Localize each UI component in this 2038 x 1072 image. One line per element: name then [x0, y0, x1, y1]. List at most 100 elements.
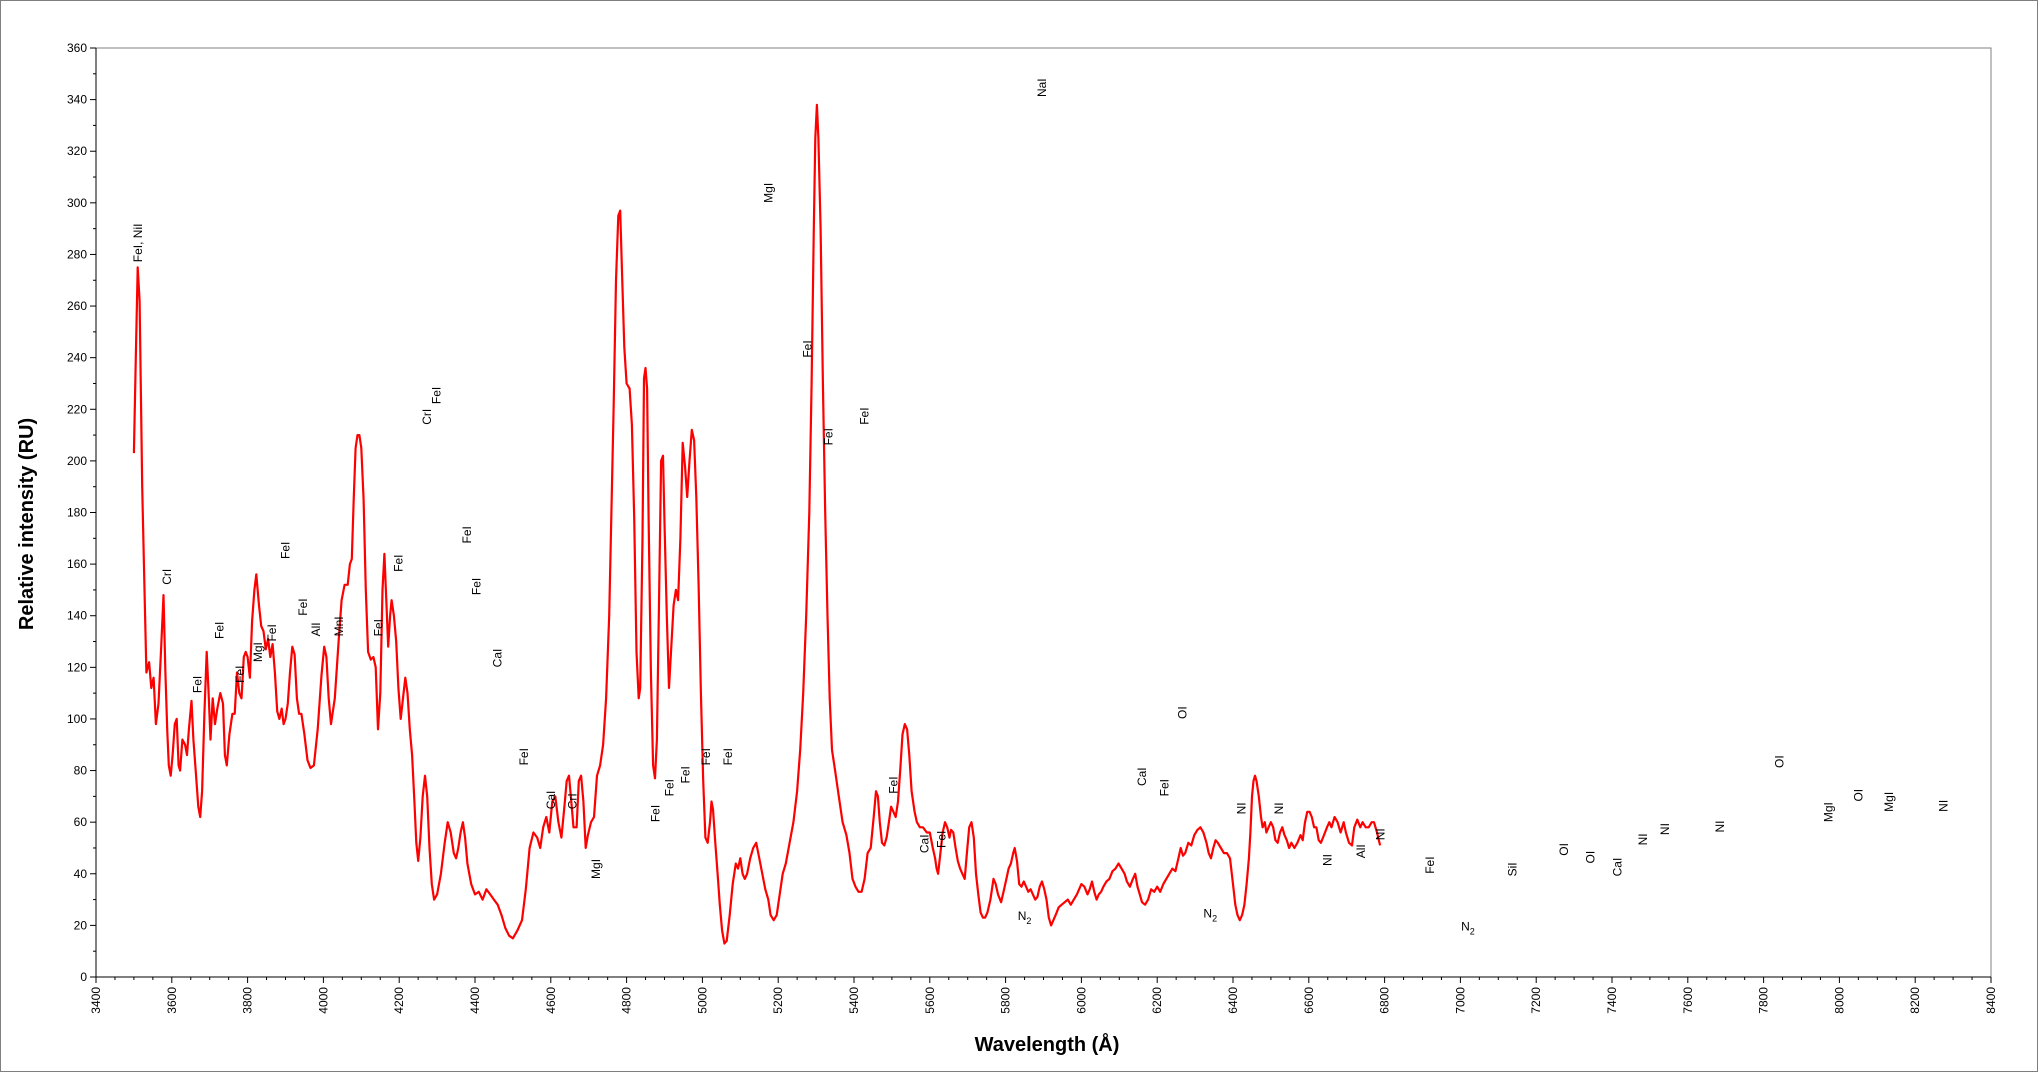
line-label: FeI	[699, 748, 713, 765]
line-label: FeI	[648, 805, 662, 822]
x-tick-label: 6800	[1378, 987, 1392, 1014]
line-label: FeI	[721, 748, 735, 765]
molecular-label: N2	[1203, 907, 1217, 924]
line-label: FeI	[296, 598, 310, 615]
y-tick-label: 300	[67, 196, 87, 210]
line-label: AlI	[1354, 844, 1368, 858]
line-label: FeI	[371, 619, 385, 636]
line-label: FeI	[679, 766, 693, 783]
y-tick-label: 120	[67, 660, 87, 674]
line-label: CaI	[917, 834, 931, 853]
line-label: FeI	[801, 340, 815, 357]
x-tick-label: 6600	[1302, 987, 1316, 1014]
line-label: FeI, NiI	[131, 224, 145, 263]
y-tick-label: 80	[74, 764, 88, 778]
x-tick-label: 4600	[544, 987, 558, 1014]
line-label: MgI	[762, 183, 776, 203]
line-label: CrI	[160, 569, 174, 585]
y-tick-label: 0	[80, 970, 87, 984]
x-tick-label: 4200	[392, 987, 406, 1014]
y-tick-label: 180	[67, 506, 87, 520]
y-tick-label: 20	[74, 918, 88, 932]
line-label: FeI	[212, 622, 226, 639]
line-label: FeI	[265, 624, 279, 641]
x-tick-label: 6200	[1150, 987, 1164, 1014]
x-axis-title: Wavelength (Å)	[975, 1032, 1120, 1056]
y-tick-label: 200	[67, 454, 87, 468]
line-label: CaI	[544, 791, 558, 810]
line-label: NaI	[1035, 78, 1049, 97]
line-label: FeI	[278, 542, 292, 559]
x-tick-label: 5800	[999, 987, 1013, 1014]
spectrum-line	[132, 103, 1382, 945]
y-tick-label: 280	[67, 247, 87, 261]
line-label: SiI	[1506, 862, 1520, 876]
line-label: CaI	[490, 649, 504, 668]
x-tick-label: 5600	[923, 987, 937, 1014]
line-label: NI	[1937, 800, 1951, 812]
line-label: FeI	[858, 407, 872, 424]
y-tick-label: 40	[74, 867, 88, 881]
line-label: FeI	[663, 779, 677, 796]
line-label: OI	[1176, 706, 1190, 719]
line-label: AlI	[309, 622, 323, 636]
plot-area	[95, 47, 1992, 978]
line-label: MgI	[589, 859, 603, 879]
line-label: MgI	[1882, 792, 1896, 812]
x-tick-label: 4000	[316, 987, 330, 1014]
x-tick-label: 7800	[1757, 987, 1771, 1014]
y-tick-label: 340	[67, 93, 87, 107]
line-label: FeI	[517, 748, 531, 765]
x-tick-label: 6000	[1074, 987, 1088, 1014]
x-tick-label: 5000	[695, 987, 709, 1014]
x-tick-label: 7600	[1681, 987, 1695, 1014]
y-tick-label: 260	[67, 299, 87, 313]
x-tick-label: 6400	[1226, 987, 1240, 1014]
line-label: MnI	[332, 616, 346, 636]
line-label: OI	[1557, 843, 1571, 856]
y-tick-label: 60	[74, 815, 88, 829]
y-tick-label: 360	[67, 41, 87, 55]
line-label: NI	[1713, 820, 1727, 832]
series-group	[132, 103, 1382, 945]
line-label: FeI	[233, 665, 247, 682]
line-label: FeI	[1423, 856, 1437, 873]
line-label: FeI	[429, 387, 443, 404]
y-tick-label: 220	[67, 402, 87, 416]
line-label: OI	[1583, 851, 1597, 864]
line-label: FeI	[191, 676, 205, 693]
line-label: NI	[1321, 854, 1335, 866]
x-tick-label: 4400	[468, 987, 482, 1014]
x-tick-label: 3400	[89, 987, 103, 1014]
line-label: FeI	[460, 526, 474, 543]
x-tick-label: 7400	[1605, 987, 1619, 1014]
x-tick-label: 5400	[847, 987, 861, 1014]
line-label: CrI	[566, 793, 580, 809]
line-label: NI	[1234, 802, 1248, 814]
y-tick-label: 320	[67, 144, 87, 158]
line-label: FeI	[934, 831, 948, 848]
x-tick-label: 8400	[1984, 987, 1998, 1014]
line-label: NI	[1636, 833, 1650, 845]
line-label: MgI	[251, 642, 265, 662]
line-label: FeI	[887, 776, 901, 793]
y-axis-title: Relative intensity (RU)	[16, 418, 38, 630]
x-tick-label: 8200	[1908, 987, 1922, 1014]
x-tick-label: 4800	[620, 987, 634, 1014]
line-label: FeI	[392, 555, 406, 572]
x-tick-label: 3600	[165, 987, 179, 1014]
molecular-label: N2	[1461, 920, 1475, 937]
line-label: CaI	[1611, 858, 1625, 877]
line-label: FeI	[469, 578, 483, 595]
line-label: FeI	[1158, 779, 1172, 796]
line-label: FeI	[822, 428, 836, 445]
line-label: OI	[1772, 755, 1786, 768]
x-tick-label: 7000	[1453, 987, 1467, 1014]
line-label: CaI	[1135, 767, 1149, 786]
y-tick-label: 100	[67, 712, 87, 726]
molecular-label: N2	[1018, 909, 1032, 926]
line-label: NI	[1658, 823, 1672, 835]
y-tick-label: 240	[67, 351, 87, 365]
